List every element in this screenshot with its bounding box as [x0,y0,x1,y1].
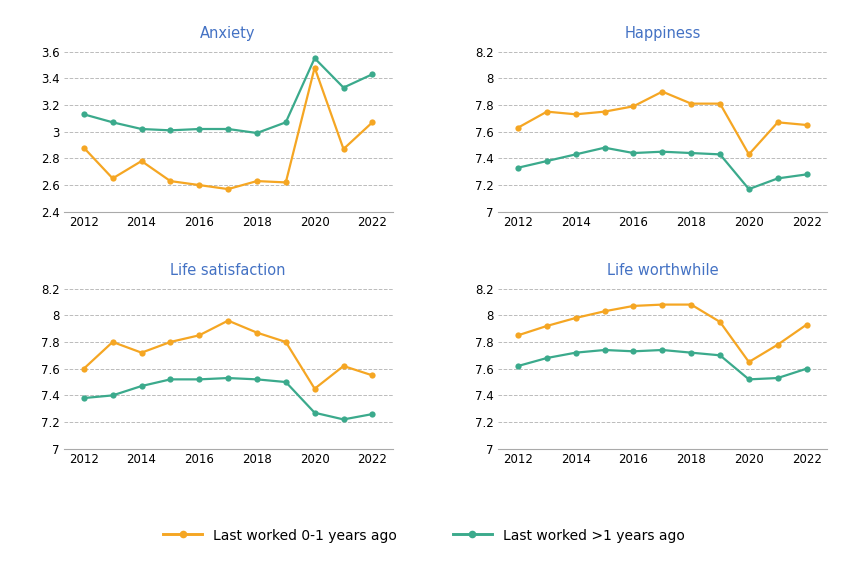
Title: Happiness: Happiness [624,26,700,41]
Title: Life satisfaction: Life satisfaction [170,263,286,278]
Title: Anxiety: Anxiety [200,26,256,41]
Title: Life worthwhile: Life worthwhile [606,263,718,278]
Legend: Last worked 0-1 years ago, Last worked >1 years ago: Last worked 0-1 years ago, Last worked >… [164,529,684,543]
